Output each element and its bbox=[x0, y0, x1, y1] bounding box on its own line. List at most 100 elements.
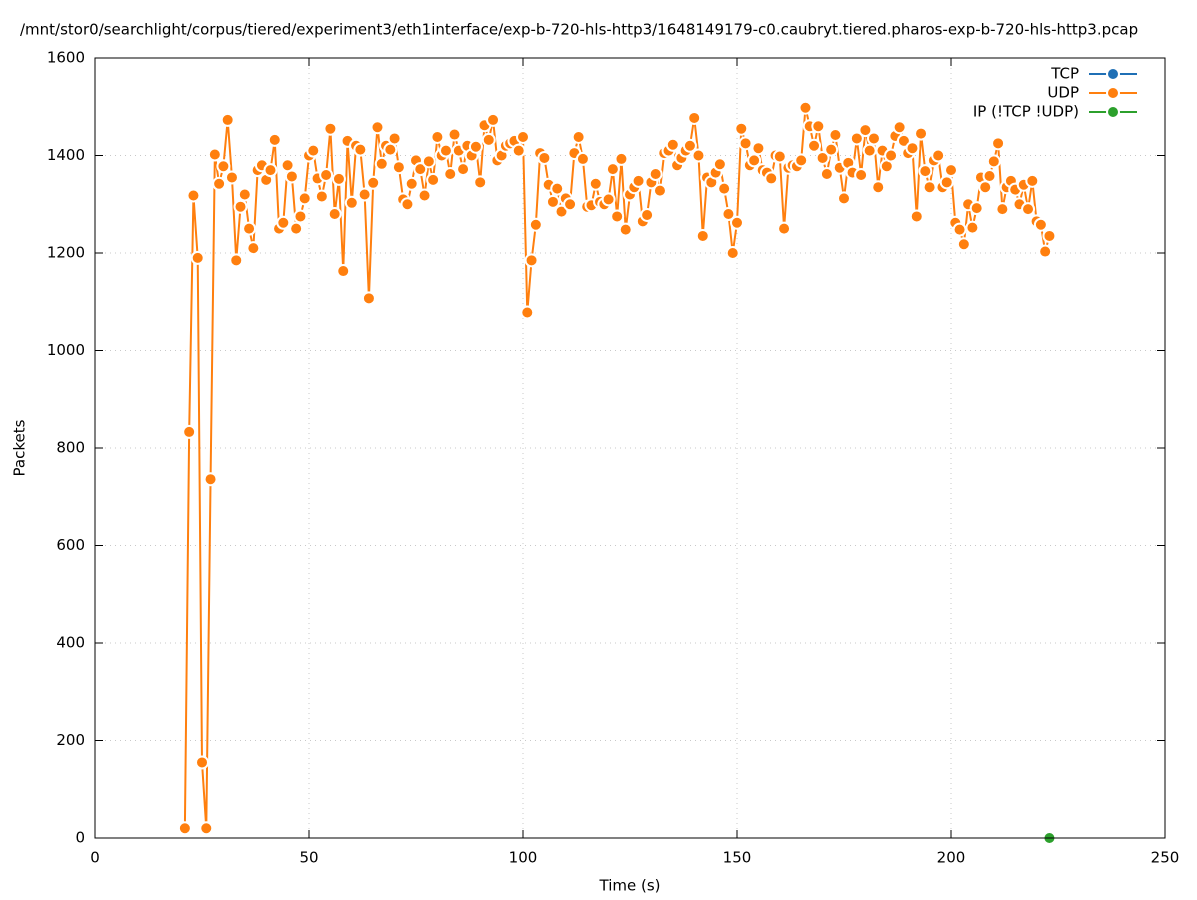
data-point bbox=[177, 821, 192, 836]
data-point bbox=[631, 173, 646, 188]
data-point bbox=[892, 120, 907, 135]
data-point bbox=[695, 228, 710, 243]
chart-title: /mnt/stor0/searchlight/corpus/tiered/exp… bbox=[20, 21, 1138, 39]
x-axis-label: Time (s) bbox=[599, 877, 661, 895]
data-point bbox=[297, 191, 312, 206]
data-point bbox=[982, 168, 997, 183]
data-point bbox=[554, 204, 569, 219]
x-tick-label: 150 bbox=[723, 849, 752, 867]
data-point bbox=[246, 241, 261, 256]
data-point bbox=[969, 201, 984, 216]
y-tick-label: 600 bbox=[56, 536, 85, 554]
data-point bbox=[837, 191, 851, 206]
data-point bbox=[811, 119, 826, 134]
plot-frame bbox=[94, 57, 1166, 839]
data-point bbox=[203, 472, 218, 487]
data-point bbox=[430, 129, 445, 144]
data-point bbox=[284, 169, 299, 184]
data-point bbox=[520, 305, 535, 320]
data-point bbox=[447, 127, 462, 142]
data-point bbox=[1038, 244, 1053, 259]
axes: 0 50 100 150 200 250 0 200 400 600 800 1000 1200 1400… bbox=[47, 49, 1180, 867]
data-point bbox=[909, 209, 924, 224]
data-point bbox=[956, 237, 971, 252]
data-point bbox=[280, 158, 295, 173]
data-point bbox=[794, 153, 809, 168]
data-point bbox=[400, 197, 415, 212]
data-point bbox=[207, 147, 222, 162]
data-point bbox=[751, 141, 766, 156]
data-point bbox=[618, 222, 633, 237]
data-point bbox=[712, 157, 727, 172]
data-point bbox=[473, 175, 488, 190]
data-point bbox=[361, 291, 376, 306]
data-point bbox=[383, 142, 398, 157]
data-point bbox=[323, 121, 338, 136]
data-point bbox=[605, 162, 620, 177]
data-point bbox=[862, 143, 877, 158]
data-point bbox=[421, 154, 436, 169]
y-tick-label: 1200 bbox=[47, 244, 85, 262]
data-point bbox=[610, 209, 625, 224]
data-point bbox=[216, 159, 231, 174]
data-point bbox=[652, 183, 667, 198]
data-point bbox=[824, 142, 839, 157]
data-point bbox=[511, 143, 526, 158]
data-point bbox=[486, 112, 501, 127]
data-point bbox=[854, 168, 869, 182]
data-point bbox=[819, 167, 834, 182]
plot-area bbox=[177, 100, 1057, 845]
y-tick-label: 1400 bbox=[47, 146, 85, 164]
data-point bbox=[777, 221, 792, 236]
y-tick-label: 400 bbox=[56, 634, 85, 652]
data-point bbox=[426, 172, 441, 187]
data-point bbox=[1021, 202, 1036, 217]
y-axis-label: Packets bbox=[11, 419, 29, 476]
data-point bbox=[1033, 217, 1048, 232]
y-tick-label: 1000 bbox=[47, 341, 85, 359]
data-point bbox=[413, 162, 428, 177]
data-point bbox=[614, 151, 629, 166]
data-point bbox=[571, 129, 586, 144]
data-point bbox=[387, 131, 402, 146]
data-point bbox=[986, 154, 1001, 169]
data-point bbox=[186, 188, 201, 203]
data-point bbox=[516, 129, 530, 144]
data-point bbox=[965, 220, 980, 235]
data-point bbox=[391, 160, 406, 175]
data-point bbox=[764, 171, 779, 186]
data-point bbox=[918, 164, 933, 179]
data-point bbox=[601, 192, 616, 207]
data-point bbox=[353, 142, 368, 157]
data-point bbox=[456, 162, 471, 177]
data-point bbox=[914, 126, 929, 141]
data-point bbox=[978, 180, 993, 195]
data-point bbox=[195, 755, 209, 770]
data-point bbox=[366, 175, 381, 190]
legend-label: IP (!TCP !UDP) bbox=[973, 103, 1079, 121]
data-point bbox=[721, 207, 736, 221]
data-point bbox=[220, 112, 235, 127]
data-point bbox=[417, 188, 432, 203]
data-point bbox=[725, 246, 740, 260]
data-point bbox=[344, 195, 359, 210]
legend-label: TCP bbox=[1050, 65, 1079, 83]
data-point bbox=[242, 221, 257, 236]
data-point bbox=[293, 209, 308, 224]
data-point bbox=[357, 187, 372, 202]
data-point bbox=[931, 148, 946, 163]
data-point bbox=[319, 168, 334, 182]
data-point bbox=[306, 143, 321, 158]
data-point bbox=[370, 120, 385, 135]
data-point bbox=[443, 167, 458, 182]
data-point bbox=[545, 194, 560, 209]
data-point bbox=[991, 136, 1006, 151]
data-point bbox=[224, 170, 239, 185]
data-point bbox=[896, 133, 911, 148]
y-tick-label: 1600 bbox=[47, 49, 85, 67]
data-point bbox=[331, 171, 346, 186]
legend-label: UDP bbox=[1047, 84, 1079, 102]
data-point bbox=[1042, 228, 1057, 243]
